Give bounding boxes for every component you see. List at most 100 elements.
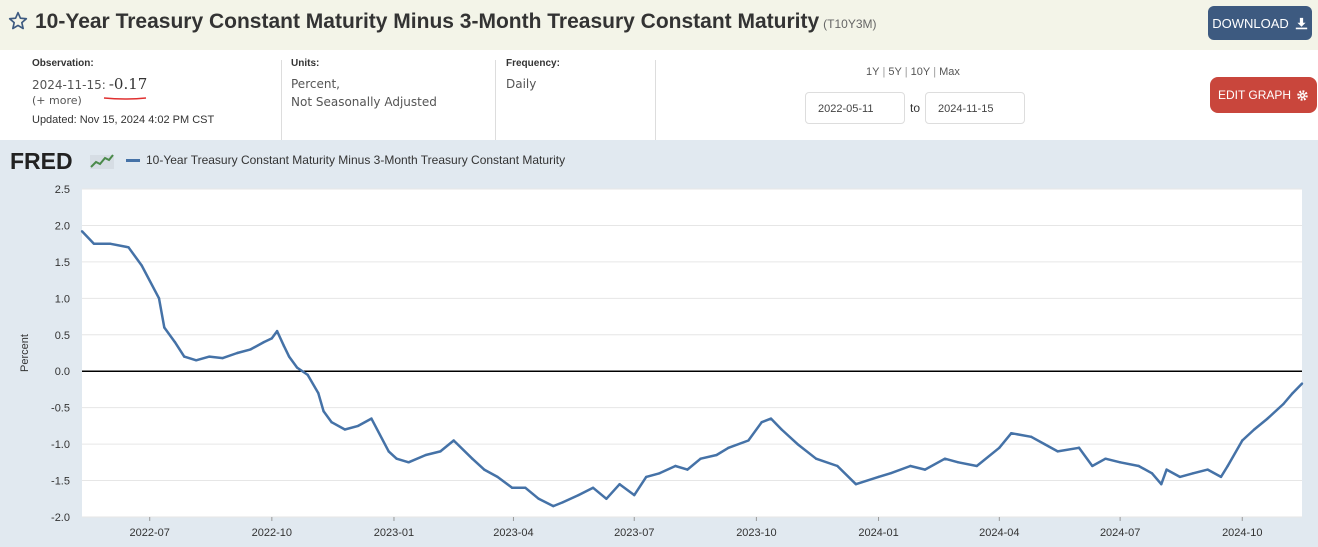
data-point (92, 242, 96, 245)
y-tick-label: 2.0 (55, 220, 70, 232)
y-tick-label: 2.5 (55, 184, 70, 196)
y-tick-label: -1.0 (51, 439, 70, 451)
y-tick-label: -1.5 (51, 476, 70, 488)
x-tick-label: 2023-10 (736, 527, 776, 539)
data-point (163, 326, 166, 329)
x-tick-label: 2024-10 (1222, 527, 1262, 539)
data-point (998, 446, 1001, 449)
gear-icon (1297, 89, 1308, 101)
range-1y[interactable]: 1Y (866, 66, 880, 78)
data-point (1077, 446, 1081, 449)
start-date-input[interactable]: 2022-05-11 (805, 92, 905, 124)
x-tick-label: 2024-04 (979, 527, 1019, 539)
download-label: DOWNLOAD (1212, 15, 1289, 31)
star-icon[interactable] (8, 11, 28, 31)
x-tick-label: 2024-07 (1100, 527, 1140, 539)
legend-label: 10-Year Treasury Constant Maturity Minus… (146, 153, 566, 167)
y-tick-label: 0.5 (55, 330, 70, 342)
data-point (330, 421, 333, 424)
data-point (471, 457, 474, 460)
value-underline (103, 97, 147, 100)
data-point (577, 493, 580, 497)
data-point (221, 356, 224, 360)
data-point (975, 464, 978, 468)
data-point (877, 475, 880, 479)
download-icon (1295, 17, 1307, 29)
y-axis-label: Percent (19, 334, 31, 372)
data-point (561, 501, 564, 504)
range-max[interactable]: Max (939, 66, 960, 78)
data-point (956, 461, 960, 464)
observation-value: -0.17 (108, 75, 148, 93)
data-point (343, 428, 347, 431)
data-point (407, 461, 410, 464)
divider (655, 60, 656, 140)
plot-area (82, 189, 1302, 517)
data-point (1266, 417, 1269, 420)
units-panel: Units: Percent, Not Seasonally Adjusted (291, 58, 437, 111)
data-point (1056, 450, 1059, 453)
data-point (1160, 483, 1163, 486)
data-point (306, 373, 309, 377)
data-point (715, 453, 718, 457)
data-point (424, 453, 428, 457)
data-point (699, 457, 702, 460)
data-point (1241, 439, 1244, 442)
x-tick-label: 2023-01 (374, 527, 414, 539)
data-point (322, 410, 325, 413)
data-point (370, 417, 373, 420)
data-point (1137, 464, 1140, 468)
page-title: 10-Year Treasury Constant Maturity Minus… (35, 10, 877, 34)
data-point (127, 246, 130, 249)
frequency-label: Frequency: (506, 58, 560, 69)
data-point (524, 486, 527, 490)
data-point (249, 348, 252, 351)
data-point (658, 472, 661, 475)
range-5y[interactable]: 5Y (888, 66, 902, 78)
data-point (618, 483, 621, 486)
data-point (387, 450, 390, 453)
y-tick-label: -2.0 (51, 512, 70, 524)
observation-label: Observation: (32, 58, 94, 69)
more-link[interactable]: (+ more) (32, 94, 82, 107)
x-tick-label: 2023-04 (493, 527, 533, 539)
end-date-input[interactable]: 2024-11-15 (925, 92, 1025, 124)
data-point (747, 439, 750, 442)
updated-text: Updated: Nov 15, 2024 4:02 PM CST (32, 114, 215, 126)
data-point (674, 464, 677, 468)
units-line1: Percent, (291, 77, 340, 91)
data-point (769, 417, 773, 420)
data-point (1091, 464, 1094, 468)
fred-logo: FRED (10, 147, 118, 178)
x-tick-label: 2023-07 (614, 527, 654, 539)
data-point (814, 457, 818, 460)
data-point (633, 493, 636, 497)
x-tick-label: 2022-07 (130, 527, 170, 539)
data-point (780, 428, 783, 431)
data-point (282, 344, 285, 347)
data-point (262, 340, 266, 344)
data-point (108, 242, 112, 245)
data-point (1219, 475, 1223, 479)
units-label: Units: (291, 58, 320, 69)
data-point (605, 497, 608, 500)
data-point (80, 230, 84, 233)
data-point (356, 424, 360, 428)
observation-panel: Observation: 2024-11-15: -0.17 (+ more) … (32, 58, 214, 131)
data-point (1291, 391, 1294, 395)
edit-graph-button[interactable]: EDIT GRAPH (1210, 77, 1317, 113)
x-tick-label: 2024-01 (858, 527, 898, 539)
to-label: to (910, 101, 921, 115)
data-point (295, 366, 299, 369)
data-point (836, 464, 839, 468)
data-point (287, 355, 291, 358)
data-point (194, 359, 198, 362)
range-10y[interactable]: 10Y (910, 66, 931, 78)
download-button[interactable]: DOWNLOAD (1208, 6, 1312, 40)
data-point (1191, 472, 1195, 475)
data-point (923, 468, 927, 471)
data-point (1300, 382, 1304, 385)
y-tick-label: 1.5 (55, 257, 70, 269)
data-point (889, 472, 892, 475)
